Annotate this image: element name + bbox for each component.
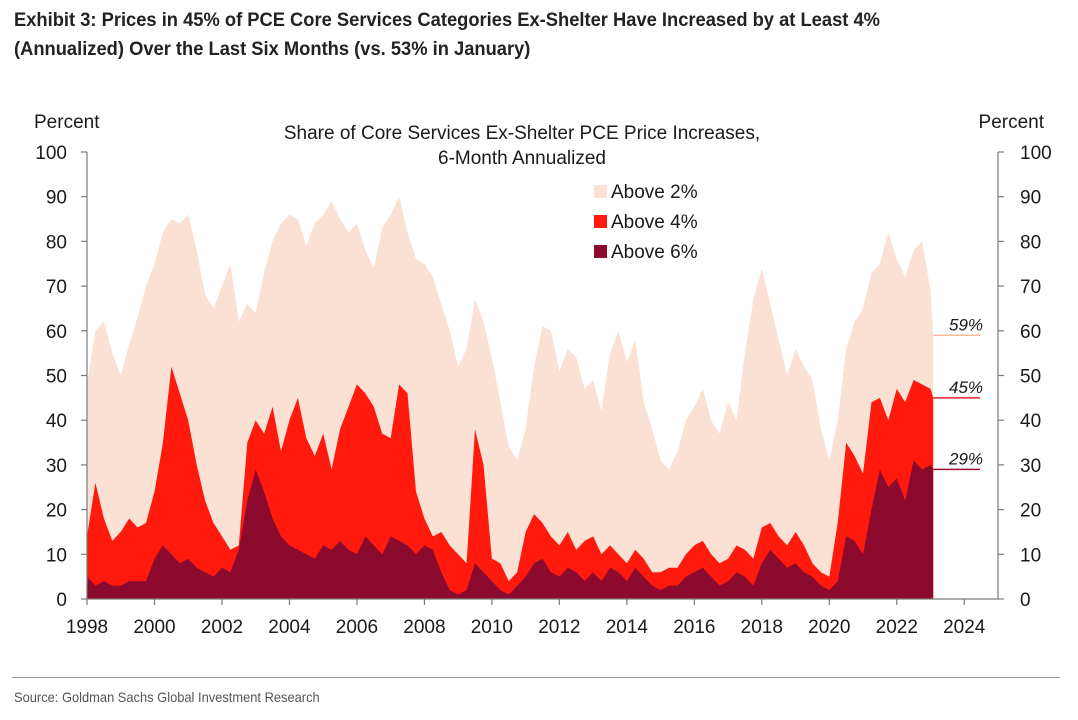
annotation-label: 29% xyxy=(948,449,983,468)
x-tick-label: 2008 xyxy=(403,617,445,638)
source-divider xyxy=(12,677,1060,678)
exhibit-title: Exhibit 3: Prices in 45% of PCE Core Ser… xyxy=(14,6,1001,64)
x-tick-label: 2014 xyxy=(606,617,649,638)
y-tick-label-left: 70 xyxy=(46,277,67,298)
x-tick-label: 2018 xyxy=(741,617,783,638)
x-tick-label: 2012 xyxy=(538,617,580,638)
exhibit-title-line-2: (Annualized) Over the Last Six Months (v… xyxy=(14,38,531,60)
chart-title: Share of Core Services Ex-Shelter PCE Pr… xyxy=(284,123,760,144)
y-tick-label-left: 90 xyxy=(46,188,67,209)
y-tick-label-right: 80 xyxy=(1020,232,1041,253)
y-tick-label-left: 20 xyxy=(46,501,67,522)
y-axis-label-right: Percent xyxy=(979,112,1045,133)
chart-annotations: 59% 45% 29% xyxy=(933,315,983,471)
legend-swatch xyxy=(594,185,607,198)
chart-areas xyxy=(87,196,934,599)
y-tick-label-left: 40 xyxy=(46,411,67,432)
source-note: Source: Goldman Sachs Global Investment … xyxy=(14,689,320,705)
y-tick-label-left: 60 xyxy=(46,322,67,343)
y-tick-label-left: 30 xyxy=(46,456,67,477)
x-tick-label: 2016 xyxy=(673,617,715,638)
y-tick-label-left: 10 xyxy=(46,545,67,566)
x-tick-label: 2000 xyxy=(133,617,175,638)
y-axis-label-left: Percent xyxy=(34,112,100,133)
y-tick-label-right: 30 xyxy=(1020,456,1041,477)
y-tick-label-right: 100 xyxy=(1020,143,1052,164)
x-tick-label: 2002 xyxy=(201,617,243,638)
y-tick-label-left: 80 xyxy=(46,232,67,253)
chart-subtitle: 6-Month Annualized xyxy=(438,148,606,169)
y-tick-label-right: 60 xyxy=(1020,322,1041,343)
y-tick-label-left: 0 xyxy=(56,590,67,611)
x-tick-label: 2010 xyxy=(471,617,513,638)
legend-swatch xyxy=(594,245,607,258)
legend-label: Above 4% xyxy=(611,212,698,233)
y-tick-label-right: 90 xyxy=(1020,188,1041,209)
x-tick-label: 2004 xyxy=(268,617,311,638)
legend-label: Above 2% xyxy=(611,182,698,203)
annotation-label: 45% xyxy=(949,378,983,397)
y-tick-label-left: 100 xyxy=(35,143,67,164)
y-tick-label-right: 50 xyxy=(1020,367,1041,388)
y-tick-label-right: 0 xyxy=(1020,590,1031,611)
y-tick-label-left: 50 xyxy=(46,367,67,388)
chart-legend: Above 2% Above 4% Above 6% xyxy=(594,182,698,263)
annotation-label: 59% xyxy=(949,315,983,334)
x-tick-label: 2006 xyxy=(336,617,378,638)
area-series-2 xyxy=(87,366,934,599)
y-tick-label-right: 20 xyxy=(1020,501,1041,522)
x-tick-label: 2024 xyxy=(943,617,986,638)
legend-swatch xyxy=(594,215,607,228)
x-tick-label: 2020 xyxy=(808,617,850,638)
exhibit-title-line-1: Exhibit 3: Prices in 45% of PCE Core Ser… xyxy=(14,9,880,31)
legend-label: Above 6% xyxy=(611,242,698,263)
x-tick-label: 2022 xyxy=(876,617,918,638)
area-series-3 xyxy=(87,460,934,599)
y-tick-label-right: 40 xyxy=(1020,411,1041,432)
x-tick-label: 1998 xyxy=(66,617,108,638)
y-tick-label-right: 70 xyxy=(1020,277,1041,298)
y-tick-label-right: 10 xyxy=(1020,545,1041,566)
